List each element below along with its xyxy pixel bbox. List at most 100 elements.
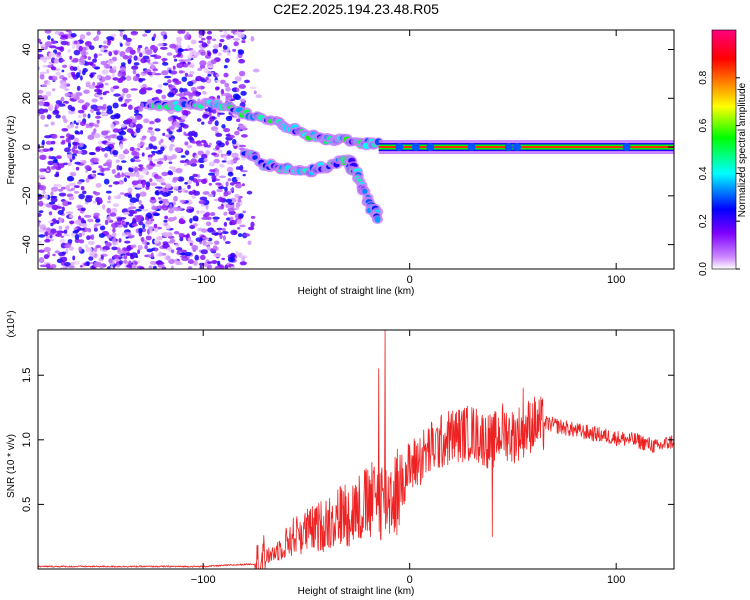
noise-blob [153,227,159,233]
noise-blob [100,255,104,260]
noise-blob [139,85,144,88]
noise-blob [100,60,107,66]
noise-blob [114,174,122,179]
noise-blob [156,175,162,180]
noise-blob [106,234,113,239]
noise-blob [125,37,132,43]
noise-blob [237,227,241,230]
noise-blob [133,55,138,61]
noise-blob [160,146,165,152]
noise-blob [170,249,175,254]
noise-blob [134,217,142,222]
noise-blob [222,45,228,50]
noise-blob [223,156,228,161]
noise-blob [109,212,117,217]
noise-blob [48,75,53,80]
noise-blob [94,85,101,89]
noise-blob [241,40,246,44]
noise-blob [120,103,128,107]
noise-blob [233,41,239,47]
noise-blob [205,244,210,248]
noise-blob [229,219,237,226]
noise-blob [172,65,176,70]
noise-blob [231,139,237,145]
noise-blob [79,142,84,148]
noise-blob [135,171,140,178]
noise-blob [54,184,63,188]
noise-blob [163,219,168,223]
noise-blob [187,54,192,60]
noise-blob [67,239,73,244]
noise-blob [67,175,74,182]
noise-blob [95,146,101,152]
noise-blob [60,82,68,86]
noise-blob [121,160,127,163]
noise-blob [73,120,77,124]
noise-blob [205,76,209,81]
noise-blob [146,165,154,170]
noise-blob [73,137,80,143]
noise-blob [177,30,183,34]
noise-blob [228,97,232,101]
noise-blob [57,51,61,56]
noise-blob [140,102,145,109]
noise-blob [175,167,183,174]
noise-blob [174,243,180,247]
noise-blob [167,170,173,175]
noise-blob [96,119,100,124]
noise-blob [183,131,187,136]
snr-multiplier: (x10⁴) [6,310,17,337]
noise-blob [95,111,101,116]
noise-blob [79,56,85,61]
noise-blob [92,58,97,63]
noise-blob [135,123,143,130]
noise-blob [70,261,75,266]
noise-blob [213,158,220,164]
noise-blob [142,223,146,230]
noise-blob [134,109,140,114]
noise-blob [223,211,228,216]
noise-blob [86,31,91,36]
noise-blob [73,190,80,194]
noise-blob [112,241,116,246]
snr-axes: −100 0 100 0.5 1.0 1.5 [21,330,674,586]
noise-blob [198,40,204,44]
noise-blob [184,72,189,77]
noise-blob [223,72,229,78]
noise-blob [178,262,183,265]
noise-blob [43,246,51,253]
noise-blob [50,66,57,71]
noise-blob [198,200,206,205]
noise-blob [138,200,142,205]
noise-blob [200,51,207,56]
noise-blob [171,169,176,172]
noise-blob [178,233,185,236]
noise-blob [55,233,62,237]
noise-blob [125,221,130,226]
noise-blob [234,31,242,36]
noise-blob [46,114,52,120]
noise-blob [105,242,112,247]
noise-blob [83,89,90,94]
noise-blob [238,213,244,219]
noise-blob [60,256,68,263]
noise-blob [207,65,214,69]
noise-blob [138,227,143,234]
noise-blob [181,109,189,115]
noise-blob [129,131,135,134]
noise-blob [150,218,155,222]
noise-blob [146,129,153,133]
noise-blob [108,51,113,57]
noise-blob [121,172,125,178]
noise-blob [217,206,225,210]
noise-blob [53,58,60,64]
noise-blob [225,181,229,187]
noise-blob [122,88,129,94]
noise-blob [239,261,247,266]
noise-blob [61,139,66,144]
noise-blob [159,190,164,195]
noise-blob [202,191,210,195]
noise-blob [152,68,159,72]
noise-blob [85,82,92,85]
noise-blob [187,179,192,185]
